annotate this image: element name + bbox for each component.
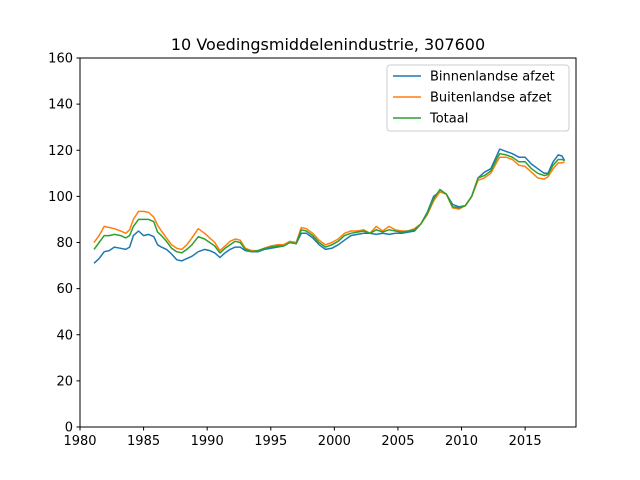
y-tick-label: 100	[48, 190, 73, 205]
x-tick-label: 1985	[127, 434, 160, 449]
chart-title: 10 Voedingsmiddelenindustrie, 307600	[171, 35, 485, 54]
y-axis: 0 20 40 60 80 100 120 140 160	[48, 52, 80, 436]
series-line-0	[93, 148, 566, 264]
y-tick-label: 60	[56, 282, 73, 297]
x-axis: 1980 1985 1990 1995 2000 2005 2010 2015	[63, 427, 542, 449]
y-tick-label: 80	[56, 236, 73, 251]
y-tick-label: 20	[56, 374, 73, 389]
legend-box	[386, 64, 570, 132]
x-tick-label: 2005	[381, 434, 414, 449]
x-tick-label: 1990	[191, 434, 224, 449]
x-tick-label: 1995	[254, 434, 287, 449]
y-tick-label: 140	[48, 98, 73, 113]
legend-label-0: Binnenlandse afzet	[430, 70, 555, 85]
x-tick-label: 1980	[63, 434, 96, 449]
legend: Binnenlandse afzet Buitenlandse afzet Tota…	[386, 64, 570, 132]
y-tick-label: 160	[48, 52, 73, 67]
y-tick-label: 0	[65, 421, 73, 436]
series-line-1	[93, 156, 565, 252]
x-tick-label: 2015	[509, 434, 542, 449]
x-tick-label: 2000	[318, 434, 351, 449]
legend-label-1: Buitenlandse afzet	[430, 91, 552, 106]
y-tick-label: 120	[48, 144, 73, 159]
x-tick-label: 2010	[445, 434, 478, 449]
y-tick-label: 40	[56, 328, 73, 343]
plot-lines	[93, 148, 566, 264]
legend-label-2: Totaal	[429, 112, 468, 127]
series-line-2	[93, 152, 565, 254]
